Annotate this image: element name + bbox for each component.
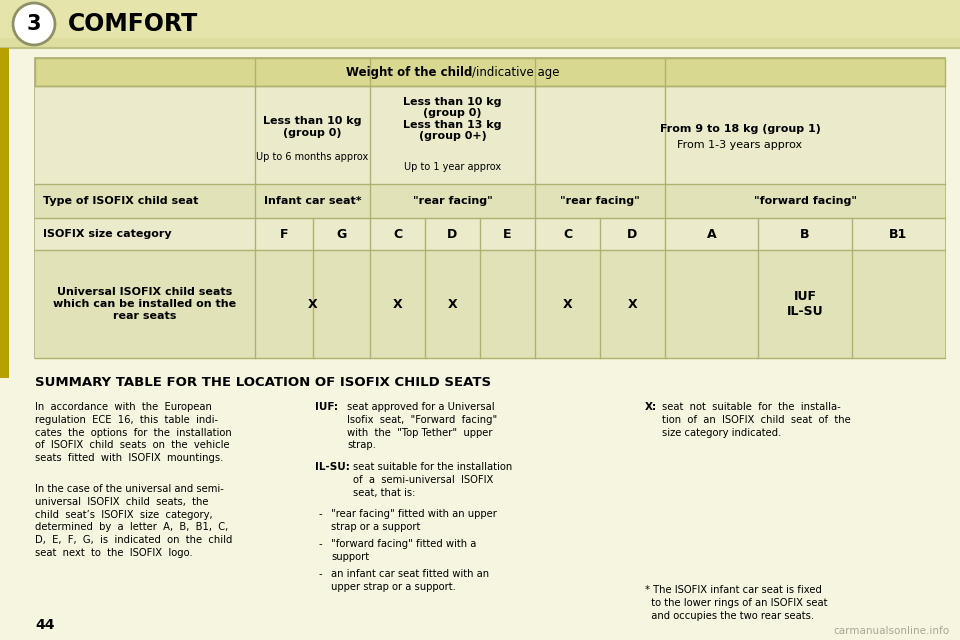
Circle shape [13,3,55,45]
Text: 44: 44 [35,618,55,632]
Text: X: X [447,298,457,310]
Text: Universal ISOFIX child seats
which can be installed on the
rear seats: Universal ISOFIX child seats which can b… [54,287,236,321]
Text: D: D [628,227,637,241]
Text: an infant car seat fitted with an
upper strap or a support.: an infant car seat fitted with an upper … [331,569,490,592]
Text: "rear facing": "rear facing" [413,196,492,206]
Text: From 1-3 years approx: From 1-3 years approx [678,140,803,150]
Text: B: B [801,227,809,241]
Text: -: - [319,539,323,549]
Text: Less than 10 kg
(group 0): Less than 10 kg (group 0) [263,116,362,138]
Text: X:: X: [645,402,658,412]
Text: Up to 6 months approx: Up to 6 months approx [256,152,369,162]
Text: A: A [707,227,716,241]
Bar [35,218,945,250]
Text: -: - [319,509,323,519]
Text: In the case of the universal and semi-
universal  ISOFIX  child  seats,  the
chi: In the case of the universal and semi- u… [35,484,232,558]
Text: 3: 3 [27,14,41,34]
Text: X: X [393,298,402,310]
Text: -: - [319,569,323,579]
Text: IUF
IL-SU: IUF IL-SU [786,290,824,318]
Text: E: E [503,227,512,241]
Bar [35,58,945,86]
Bar [35,86,945,184]
Text: X: X [563,298,572,310]
Bar [0,48,9,378]
Text: carmanualsonline.info: carmanualsonline.info [834,626,950,636]
Text: ISOFIX size category: ISOFIX size category [43,229,172,239]
Text: Less than 10 kg
(group 0)
Less than 13 kg
(group 0+): Less than 10 kg (group 0) Less than 13 k… [403,97,502,141]
Text: /indicative age: /indicative age [472,65,560,79]
Text: seat approved for a Universal
Isofix  seat,  "Forward  facing"
with  the  "Top T: seat approved for a Universal Isofix sea… [347,402,497,451]
Bar [35,250,945,358]
Text: Weight of the child: Weight of the child [346,65,472,79]
Text: * The ISOFIX infant car seat is fixed
  to the lower rings of an ISOFIX seat
  a: * The ISOFIX infant car seat is fixed to… [645,585,828,621]
Bar [35,58,945,358]
Text: SUMMARY TABLE FOR THE LOCATION OF ISOFIX CHILD SEATS: SUMMARY TABLE FOR THE LOCATION OF ISOFIX… [35,376,492,389]
Text: "forward facing" fitted with a
support: "forward facing" fitted with a support [331,539,476,562]
Text: F: F [279,227,288,241]
Text: C: C [563,227,572,241]
Text: seat suitable for the installation
of  a  semi-universal  ISOFIX
seat, that is:: seat suitable for the installation of a … [353,462,513,498]
Text: COMFORT: COMFORT [68,12,199,36]
Text: IL-SU:: IL-SU: [315,462,349,472]
Text: seat  not  suitable  for  the  installa-
tion  of  an  ISOFIX  child  seat  of  : seat not suitable for the installa- tion… [662,402,851,438]
Text: "rear facing" fitted with an upper
strap or a support: "rear facing" fitted with an upper strap… [331,509,497,532]
Text: In  accordance  with  the  European
regulation  ECE  16,  this  table  indi-
cat: In accordance with the European regulati… [35,402,231,463]
Text: "forward facing": "forward facing" [754,196,856,206]
Bar [35,184,945,218]
Text: D: D [447,227,458,241]
Text: Up to 1 year approx: Up to 1 year approx [404,162,501,172]
Text: From 9 to 18 kg (group 1): From 9 to 18 kg (group 1) [660,124,821,134]
Text: B1: B1 [889,227,907,241]
Text: X: X [308,298,318,310]
Text: G: G [336,227,347,241]
Text: Type of ISOFIX child seat: Type of ISOFIX child seat [43,196,199,206]
Bar [0,0,960,48]
Text: X: X [628,298,637,310]
Text: Infant car seat*: Infant car seat* [264,196,361,206]
Text: "rear facing": "rear facing" [560,196,640,206]
Text: IUF:: IUF: [315,402,338,412]
Text: C: C [393,227,402,241]
Bar [0,0,960,38]
